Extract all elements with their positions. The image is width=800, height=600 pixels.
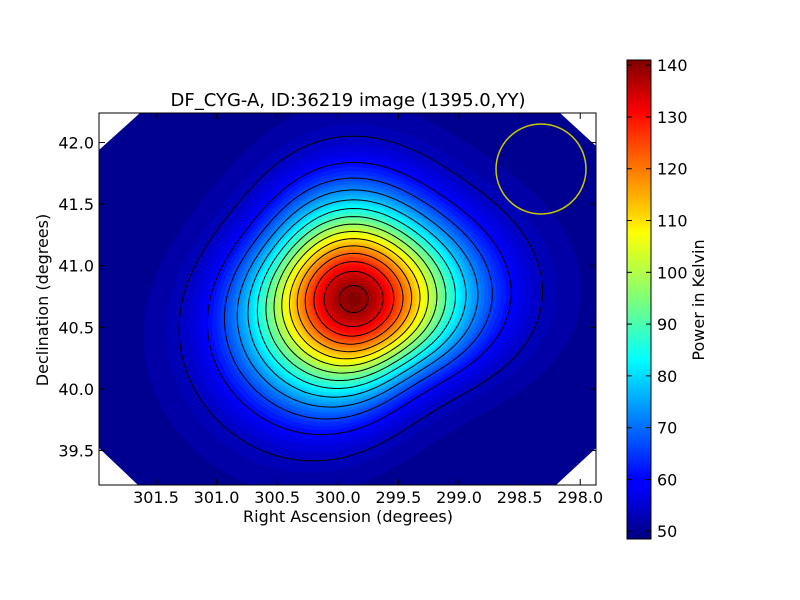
contour-line [247,199,467,398]
y-tick-label: 40.0 [58,380,94,399]
y-tick-label: 40.5 [58,318,94,337]
contour-line [338,284,369,314]
colorbar-tick-label: 130 [657,108,688,127]
x-tick-label: 299.5 [376,488,422,507]
y-tick-label: 41.5 [58,195,94,214]
heatmap-layer [99,113,596,485]
colorbar-label: Power in Kelvin [689,239,708,360]
contour-line [256,207,456,390]
contour-line [273,223,438,374]
contour-line [223,177,493,420]
contour-line [323,270,384,328]
y-axis: 39.5 40.0 40.5 41.0 41.5 42.0 [58,134,596,461]
y-tick-label: 39.5 [58,442,94,461]
contour-line [206,161,512,436]
axes-frame [98,112,597,486]
x-axis-label: Right Ascension (degrees) [243,507,453,526]
blank-corner-bottom-right [556,448,596,485]
colorbar-tick-label: 120 [657,160,688,179]
colorbar [626,59,652,540]
contour-line [313,261,395,337]
y-tick-label: 42.0 [58,134,94,153]
y-axis-label: Declination (degrees) [33,214,52,386]
x-tick-label: 301.0 [194,488,240,507]
colorbar-tick-label: 90 [657,315,677,334]
colorbar-ticks: 50 60 70 80 90 100 110 120 130 140 [627,56,688,541]
x-tick-label: 301.5 [133,488,179,507]
colorbar-tick-label: 100 [657,263,688,282]
contour-line [265,216,447,381]
x-tick-label: 300.5 [254,488,300,507]
blank-corner-top-right [560,113,596,146]
colorbar-tick-label: 60 [657,470,677,489]
x-tick-label: 298.0 [557,488,603,507]
beam-circle [495,123,587,215]
colorbar-tick-label: 70 [657,419,677,438]
chart-title: DF_CYG-A, ID:36219 image (1395.0,YY) [170,90,525,111]
blank-corner-top-left [99,113,140,150]
x-tick-label: 298.5 [497,488,543,507]
x-tick-label: 300.0 [315,488,361,507]
x-tick-label: 299.0 [436,488,482,507]
contour-line [304,252,404,345]
contour-line [281,230,429,367]
contour-line [236,189,479,408]
contour-line [178,135,544,462]
y-tick-label: 41.0 [58,257,94,276]
contour-line [288,238,421,360]
blank-corner-bottom-left [99,448,138,485]
x-axis: 301.5 301.0 300.5 300.0 299.5 299.0 298.5 298.0 [133,113,603,507]
colorbar-tick-label: 140 [657,56,688,75]
colorbar-tick-label: 80 [657,367,677,386]
colorbar-tick-label: 50 [657,522,677,541]
intensity-band [346,292,361,306]
contour-line [296,245,413,353]
colorbar-tick-label: 110 [657,212,688,231]
contour-lines [178,135,544,462]
